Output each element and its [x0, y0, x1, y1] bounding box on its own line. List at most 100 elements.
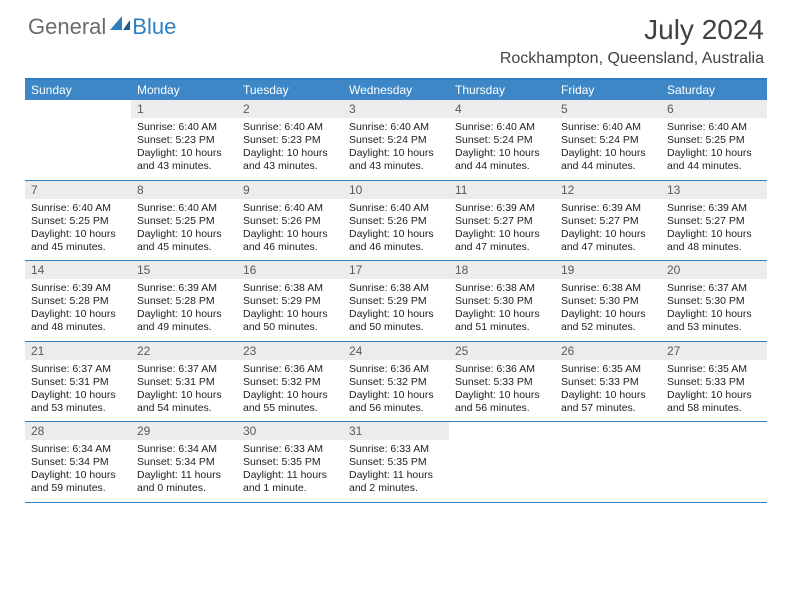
day-body: Sunrise: 6:38 AMSunset: 5:30 PMDaylight:… [555, 279, 661, 341]
day-body: Sunrise: 6:38 AMSunset: 5:29 PMDaylight:… [343, 279, 449, 341]
calendar: SundayMondayTuesdayWednesdayThursdayFrid… [25, 78, 767, 503]
day-number: 23 [237, 342, 343, 360]
weekday-header: Tuesday [237, 80, 343, 100]
sunrise-text: Sunrise: 6:38 AM [349, 282, 443, 295]
day-number [555, 422, 661, 440]
day-body: Sunrise: 6:40 AMSunset: 5:23 PMDaylight:… [131, 118, 237, 180]
day-number: 18 [449, 261, 555, 279]
day-body: Sunrise: 6:36 AMSunset: 5:32 PMDaylight:… [343, 360, 449, 422]
day-cell [25, 100, 131, 180]
weekday-header: Friday [555, 80, 661, 100]
day-body: Sunrise: 6:37 AMSunset: 5:30 PMDaylight:… [661, 279, 767, 341]
day-cell: 26Sunrise: 6:35 AMSunset: 5:33 PMDayligh… [555, 342, 661, 422]
sunrise-text: Sunrise: 6:40 AM [137, 121, 231, 134]
sunset-text: Sunset: 5:23 PM [243, 134, 337, 147]
sunset-text: Sunset: 5:32 PM [243, 376, 337, 389]
day-number: 6 [661, 100, 767, 118]
day-body: Sunrise: 6:40 AMSunset: 5:24 PMDaylight:… [555, 118, 661, 180]
day-body: Sunrise: 6:40 AMSunset: 5:26 PMDaylight:… [237, 199, 343, 261]
daylight-text: Daylight: 10 hours and 47 minutes. [561, 228, 655, 254]
day-cell: 20Sunrise: 6:37 AMSunset: 5:30 PMDayligh… [661, 261, 767, 341]
day-cell: 3Sunrise: 6:40 AMSunset: 5:24 PMDaylight… [343, 100, 449, 180]
day-cell: 19Sunrise: 6:38 AMSunset: 5:30 PMDayligh… [555, 261, 661, 341]
day-cell: 5Sunrise: 6:40 AMSunset: 5:24 PMDaylight… [555, 100, 661, 180]
day-number [661, 422, 767, 440]
day-body: Sunrise: 6:37 AMSunset: 5:31 PMDaylight:… [131, 360, 237, 422]
day-cell: 10Sunrise: 6:40 AMSunset: 5:26 PMDayligh… [343, 181, 449, 261]
sunrise-text: Sunrise: 6:40 AM [667, 121, 761, 134]
daylight-text: Daylight: 10 hours and 46 minutes. [349, 228, 443, 254]
day-body: Sunrise: 6:39 AMSunset: 5:27 PMDaylight:… [449, 199, 555, 261]
day-body: Sunrise: 6:35 AMSunset: 5:33 PMDaylight:… [661, 360, 767, 422]
day-number: 30 [237, 422, 343, 440]
sunrise-text: Sunrise: 6:39 AM [561, 202, 655, 215]
day-number: 25 [449, 342, 555, 360]
day-cell: 29Sunrise: 6:34 AMSunset: 5:34 PMDayligh… [131, 422, 237, 502]
sunset-text: Sunset: 5:28 PM [137, 295, 231, 308]
daylight-text: Daylight: 10 hours and 47 minutes. [455, 228, 549, 254]
sunset-text: Sunset: 5:25 PM [137, 215, 231, 228]
day-number: 21 [25, 342, 131, 360]
daylight-text: Daylight: 11 hours and 2 minutes. [349, 469, 443, 495]
sunset-text: Sunset: 5:27 PM [561, 215, 655, 228]
day-cell: 14Sunrise: 6:39 AMSunset: 5:28 PMDayligh… [25, 261, 131, 341]
sunset-text: Sunset: 5:26 PM [349, 215, 443, 228]
daylight-text: Daylight: 10 hours and 53 minutes. [31, 389, 125, 415]
sunset-text: Sunset: 5:27 PM [667, 215, 761, 228]
day-body: Sunrise: 6:39 AMSunset: 5:27 PMDaylight:… [661, 199, 767, 261]
day-number: 3 [343, 100, 449, 118]
day-cell: 4Sunrise: 6:40 AMSunset: 5:24 PMDaylight… [449, 100, 555, 180]
sunrise-text: Sunrise: 6:35 AM [667, 363, 761, 376]
day-body: Sunrise: 6:37 AMSunset: 5:31 PMDaylight:… [25, 360, 131, 422]
week-row: 21Sunrise: 6:37 AMSunset: 5:31 PMDayligh… [25, 342, 767, 423]
sunrise-text: Sunrise: 6:37 AM [137, 363, 231, 376]
daylight-text: Daylight: 10 hours and 52 minutes. [561, 308, 655, 334]
sunset-text: Sunset: 5:24 PM [561, 134, 655, 147]
sunset-text: Sunset: 5:33 PM [561, 376, 655, 389]
day-cell: 6Sunrise: 6:40 AMSunset: 5:25 PMDaylight… [661, 100, 767, 180]
day-cell: 24Sunrise: 6:36 AMSunset: 5:32 PMDayligh… [343, 342, 449, 422]
sunrise-text: Sunrise: 6:40 AM [243, 202, 337, 215]
sunrise-text: Sunrise: 6:33 AM [243, 443, 337, 456]
sunrise-text: Sunrise: 6:40 AM [137, 202, 231, 215]
day-cell: 31Sunrise: 6:33 AMSunset: 5:35 PMDayligh… [343, 422, 449, 502]
week-row: 14Sunrise: 6:39 AMSunset: 5:28 PMDayligh… [25, 261, 767, 342]
sunset-text: Sunset: 5:25 PM [667, 134, 761, 147]
day-number: 29 [131, 422, 237, 440]
day-cell: 12Sunrise: 6:39 AMSunset: 5:27 PMDayligh… [555, 181, 661, 261]
daylight-text: Daylight: 10 hours and 44 minutes. [455, 147, 549, 173]
sunrise-text: Sunrise: 6:39 AM [455, 202, 549, 215]
day-body: Sunrise: 6:34 AMSunset: 5:34 PMDaylight:… [131, 440, 237, 502]
day-number: 1 [131, 100, 237, 118]
day-body: Sunrise: 6:40 AMSunset: 5:26 PMDaylight:… [343, 199, 449, 261]
day-body: Sunrise: 6:33 AMSunset: 5:35 PMDaylight:… [343, 440, 449, 502]
sunset-text: Sunset: 5:35 PM [243, 456, 337, 469]
day-cell [555, 422, 661, 502]
day-number: 24 [343, 342, 449, 360]
daylight-text: Daylight: 10 hours and 56 minutes. [455, 389, 549, 415]
day-cell: 27Sunrise: 6:35 AMSunset: 5:33 PMDayligh… [661, 342, 767, 422]
day-number: 4 [449, 100, 555, 118]
day-number: 15 [131, 261, 237, 279]
daylight-text: Daylight: 10 hours and 43 minutes. [349, 147, 443, 173]
day-number: 22 [131, 342, 237, 360]
sunset-text: Sunset: 5:26 PM [243, 215, 337, 228]
sunrise-text: Sunrise: 6:37 AM [31, 363, 125, 376]
day-body: Sunrise: 6:40 AMSunset: 5:23 PMDaylight:… [237, 118, 343, 180]
logo-sail-icon [110, 16, 130, 30]
sunrise-text: Sunrise: 6:35 AM [561, 363, 655, 376]
day-cell: 1Sunrise: 6:40 AMSunset: 5:23 PMDaylight… [131, 100, 237, 180]
title-block: July 2024 Rockhampton, Queensland, Austr… [500, 14, 764, 68]
sunrise-text: Sunrise: 6:34 AM [31, 443, 125, 456]
sunrise-text: Sunrise: 6:38 AM [243, 282, 337, 295]
sunrise-text: Sunrise: 6:39 AM [137, 282, 231, 295]
day-body [25, 118, 131, 176]
sunrise-text: Sunrise: 6:40 AM [561, 121, 655, 134]
sunrise-text: Sunrise: 6:36 AM [243, 363, 337, 376]
day-cell: 22Sunrise: 6:37 AMSunset: 5:31 PMDayligh… [131, 342, 237, 422]
sunset-text: Sunset: 5:25 PM [31, 215, 125, 228]
day-body: Sunrise: 6:40 AMSunset: 5:25 PMDaylight:… [661, 118, 767, 180]
day-body: Sunrise: 6:39 AMSunset: 5:28 PMDaylight:… [25, 279, 131, 341]
sunset-text: Sunset: 5:30 PM [667, 295, 761, 308]
day-body: Sunrise: 6:40 AMSunset: 5:25 PMDaylight:… [25, 199, 131, 261]
